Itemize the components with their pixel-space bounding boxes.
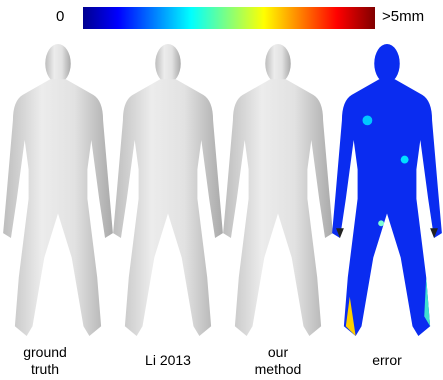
body-error — [332, 44, 442, 336]
caption: ground truth — [22, 344, 68, 378]
caption: our method — [250, 344, 306, 378]
figure: 0 >5mm ground truth Li 2013 our method e… — [0, 0, 443, 380]
colorbar-min-label: 0 — [56, 8, 64, 25]
caption: error — [352, 352, 422, 369]
body-li-2013 — [113, 44, 223, 336]
figure-graphics — [0, 0, 443, 380]
colorbar — [83, 7, 375, 29]
body-our-method — [223, 44, 333, 336]
colorbar-max-label: >5mm — [382, 8, 424, 25]
body-ground-truth — [3, 44, 113, 336]
caption: Li 2013 — [133, 352, 203, 369]
